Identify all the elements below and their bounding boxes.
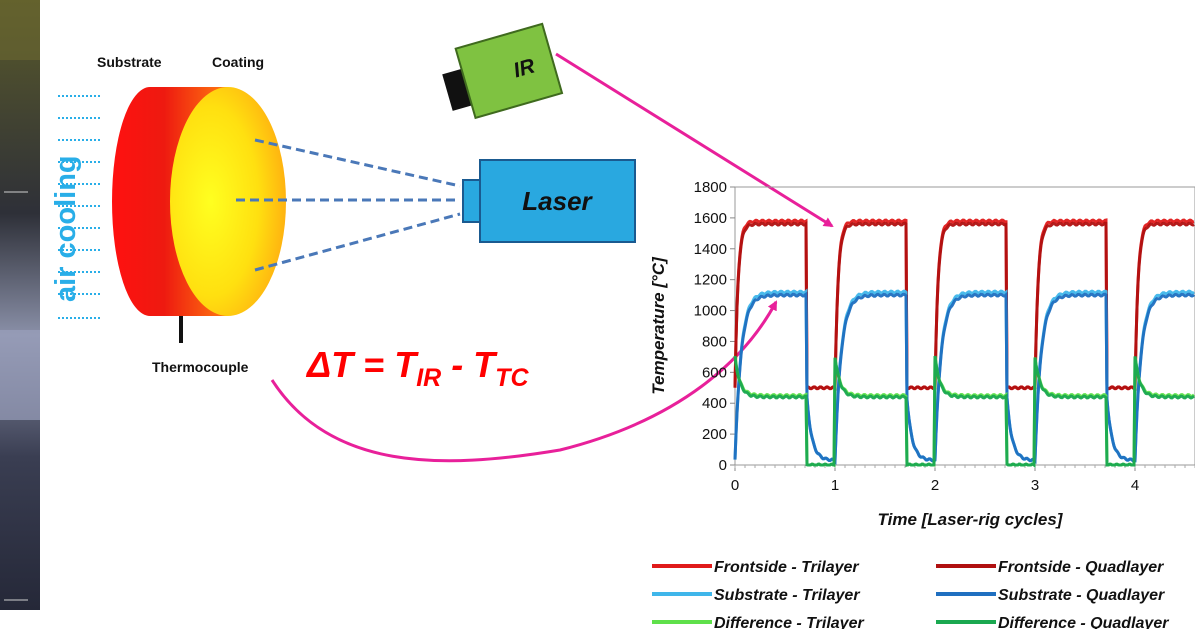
legend-label: Frontside - Trilayer bbox=[714, 559, 859, 576]
plot-area-frame bbox=[734, 186, 1195, 466]
legend-label: Difference - Quadlayer bbox=[998, 615, 1169, 629]
ir-camera bbox=[442, 22, 564, 120]
laser-device bbox=[462, 159, 636, 243]
series-line-substrate-trilayer bbox=[733, 288, 1195, 465]
legend-label: Frontside - Quadlayer bbox=[998, 559, 1164, 576]
y-tick-label: 1800 bbox=[694, 179, 727, 196]
legend-label: Difference - Trilayer bbox=[714, 615, 864, 629]
series-line-difference-quadlayer bbox=[733, 355, 1195, 468]
x-axis-ticks: 0 1 2 3 4 bbox=[731, 465, 1195, 494]
y-tick-label: 800 bbox=[702, 333, 727, 350]
delta-t-equation: ΔT = TIR - TTC bbox=[305, 344, 529, 392]
laser-label: Laser bbox=[522, 186, 593, 216]
y-tick-label: 1200 bbox=[694, 272, 727, 289]
ir-arrow bbox=[555, 52, 834, 228]
coating-layer bbox=[170, 87, 286, 316]
series-line-frontside-quadlayer bbox=[733, 220, 1195, 391]
air-cooling-lines bbox=[58, 95, 100, 319]
y-tick-label: 200 bbox=[702, 426, 727, 443]
x-tick-label: 3 bbox=[1031, 477, 1039, 494]
background-image-strip bbox=[0, 0, 40, 610]
y-tick-label: 1600 bbox=[694, 210, 727, 227]
substrate-label: Substrate bbox=[97, 54, 162, 70]
y-tick-label: 1400 bbox=[694, 241, 727, 258]
x-tick-label: 1 bbox=[831, 477, 839, 494]
thermocouple-label: Thermocouple bbox=[152, 359, 249, 375]
coating-label: Coating bbox=[212, 54, 264, 70]
series-line-substrate-quadlayer bbox=[733, 291, 1195, 465]
y-tick-label: 0 bbox=[719, 457, 727, 474]
x-tick-label: 0 bbox=[731, 477, 739, 494]
sample-disk bbox=[112, 87, 286, 343]
x-tick-label: 2 bbox=[931, 477, 939, 494]
thermocouple-arrow bbox=[270, 300, 778, 463]
legend-label: Substrate - Trilayer bbox=[714, 587, 860, 604]
y-tick-label: 600 bbox=[702, 364, 727, 381]
x-axis-label: Time [Laser-rig cycles] bbox=[878, 510, 1064, 529]
series-lines bbox=[733, 218, 1195, 468]
laser-beams bbox=[236, 138, 461, 272]
y-axis-ticks: 0 200 400 600 800 1000 1200 1400 1600 1800 bbox=[694, 179, 735, 474]
series-line-frontside-trilayer bbox=[733, 218, 1195, 391]
series-line-difference-trilayer bbox=[733, 355, 1195, 468]
x-tick-label: 4 bbox=[1131, 477, 1139, 494]
y-tick-label: 1000 bbox=[694, 303, 727, 320]
y-tick-label: 400 bbox=[702, 395, 727, 412]
chart-legend: Frontside - Trilayer Frontside - Quadlaye… bbox=[652, 559, 1169, 629]
legend-label: Substrate - Quadlayer bbox=[998, 587, 1165, 604]
y-axis-label: Temperature [°C] bbox=[649, 256, 668, 395]
air-cooling-label: air cooling bbox=[50, 155, 82, 302]
